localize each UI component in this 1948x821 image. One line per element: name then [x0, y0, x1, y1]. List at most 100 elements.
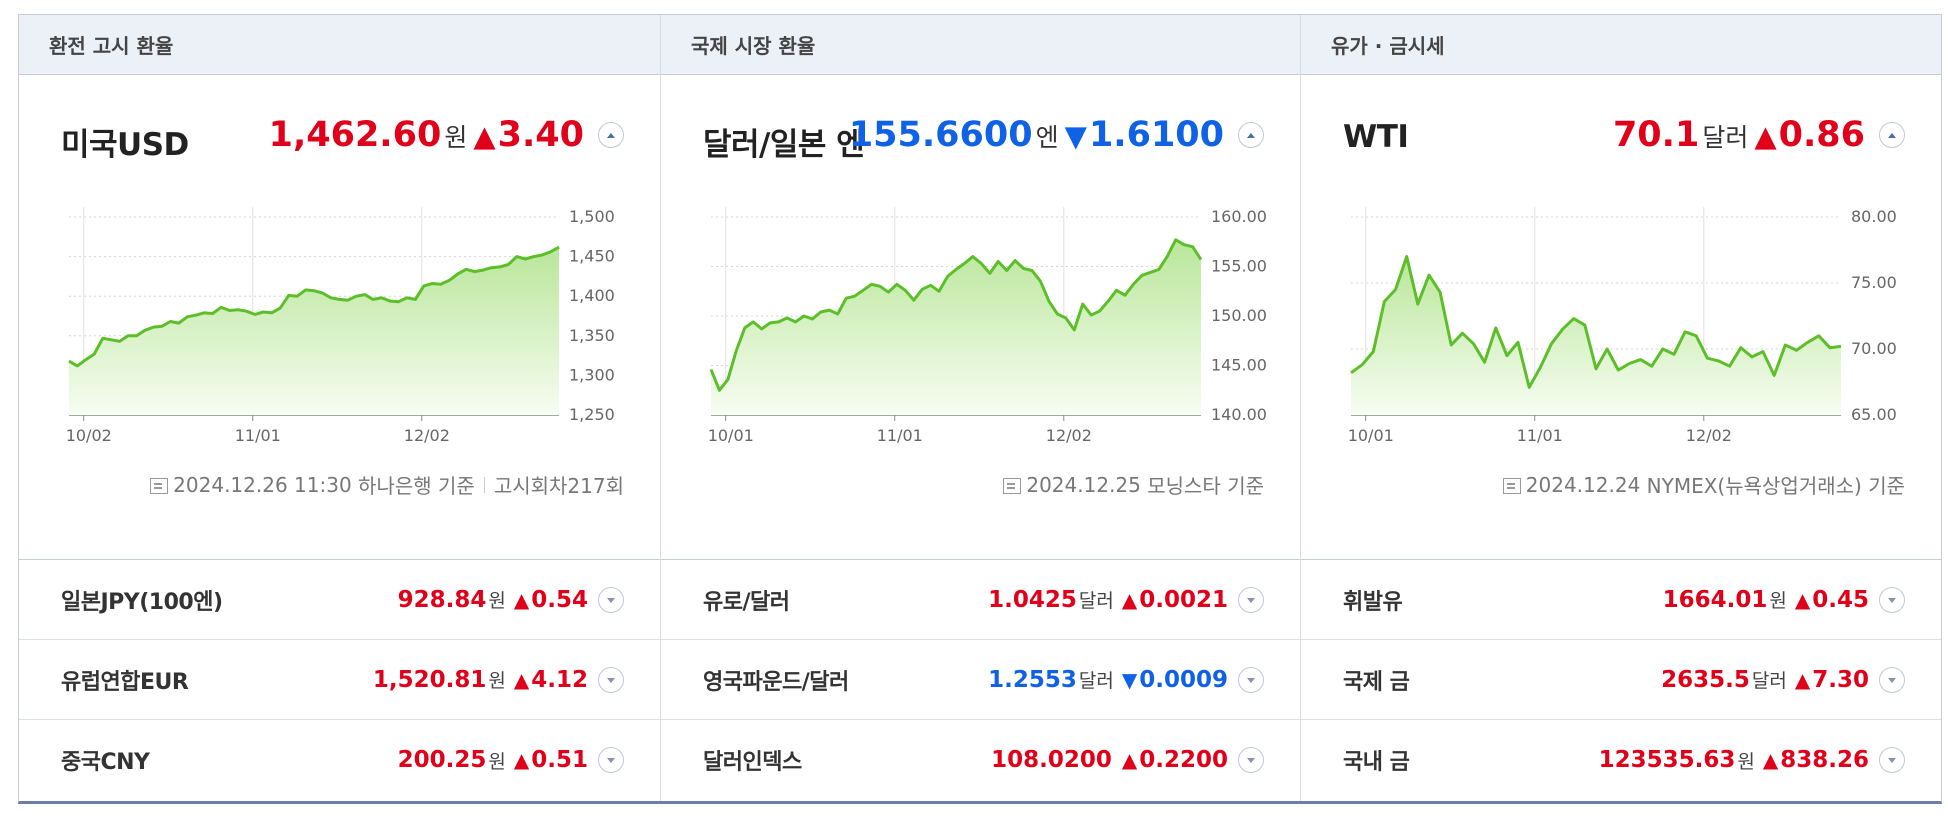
item-name: 국내 금 [1343, 750, 1410, 775]
main-quote-panel: 달러/일본 엔 155.6600 엔 ▼ 1.6100 160.00 155.00… [661, 75, 1300, 560]
main-change: 3.40 [497, 115, 584, 155]
expand-toggle-icon[interactable] [1238, 666, 1264, 693]
item-value: 123535.63 [1598, 747, 1736, 773]
y-tick-label: 160.00 [1211, 207, 1267, 226]
column-header[interactable]: 유가 · 금시세 [1301, 15, 1941, 75]
jpy-chart: 160.00 155.00 150.00 145.00 140.00 10/01 11/01… [708, 207, 1267, 445]
y-tick-label: 1,300 [569, 365, 615, 384]
item-unit: 원 [488, 590, 506, 612]
item-value: 1.0425 [988, 586, 1077, 613]
item-value: 1664.01 [1662, 586, 1768, 613]
source-date: 2024.12.25 [1026, 472, 1141, 497]
item-change: 0.51 [531, 747, 588, 773]
main-change: 1.6100 [1088, 115, 1224, 155]
item-unit: 달러 [1751, 670, 1787, 692]
up-arrow-icon: ▲ [1754, 119, 1777, 153]
series-line [1350, 255, 1842, 389]
item-value: 2635.5 [1661, 666, 1750, 693]
source-line: 2024.12.26 11:30 하나은행 기준 고시회차217회 [150, 470, 624, 499]
expand-toggle-icon[interactable] [1238, 586, 1264, 613]
list-item[interactable]: 국제 금 2635.5 달러 ▲ 7.30 [1301, 640, 1941, 720]
market-widget: 환전 고시 환율 미국USD 1,462.60 원 ▲ 3.40 1,500 1,… [18, 14, 1942, 804]
list-item[interactable]: 유로/달러 1.0425 달러 ▲ 0.0021 [661, 560, 1300, 640]
y-tick-label: 1,500 [569, 207, 615, 226]
expand-toggle-icon[interactable] [1238, 747, 1264, 773]
usd-chart: 1,500 1,450 1,400 1,350 1,300 1,250 10/02 11/01… [66, 207, 615, 445]
down-arrow-icon: ▼ [1064, 119, 1087, 153]
main-quote-panel: WTI 70.1 달러 ▲ 0.86 80.00 75.00 70.00 65.00 1… [1301, 75, 1941, 560]
main-change: 0.86 [1778, 115, 1865, 155]
list-item[interactable]: 유럽연합EUR 1,520.81 원 ▲ 4.12 [19, 640, 660, 720]
source-line: 2024.12.25 모닝스타 기준 [1003, 470, 1264, 499]
collapse-toggle-icon[interactable] [1879, 122, 1905, 148]
x-tick-label: 10/01 [708, 426, 754, 445]
collapse-toggle-icon[interactable] [598, 122, 624, 148]
expand-toggle-icon[interactable] [598, 747, 624, 773]
source-text: NYMEX(뉴욕상업거래소) 기준 [1646, 474, 1905, 498]
expand-toggle-icon[interactable] [1879, 666, 1905, 693]
item-unit: 원 [1769, 590, 1787, 612]
up-arrow-icon: ▲ [1762, 748, 1779, 772]
y-tick-label: 75.00 [1851, 273, 1897, 292]
column-header[interactable]: 환전 고시 환율 [19, 15, 660, 75]
source-date: 2024.12.26 11:30 [173, 472, 352, 497]
expand-toggle-icon[interactable] [1879, 586, 1905, 613]
item-name: 달러인덱스 [703, 750, 802, 775]
list-item[interactable]: 영국파운드/달러 1.2553 달러 ▼ 0.0009 [661, 640, 1300, 720]
sub-list: 유로/달러 1.0425 달러 ▲ 0.0021 영국파운드/달러 1.2553 달러 ▼… [661, 560, 1300, 800]
item-unit: 원 [1737, 750, 1755, 773]
expand-toggle-icon[interactable] [1879, 747, 1905, 773]
y-tick-label: 1,350 [569, 326, 615, 345]
item-value: 1.2553 [988, 666, 1077, 693]
y-tick-label: 1,450 [569, 247, 615, 266]
item-value: 108.0200 [991, 747, 1112, 773]
item-name: 영국파운드/달러 [703, 669, 849, 695]
wti-chart: 80.00 75.00 70.00 65.00 10/01 11/01 12/02 [1348, 207, 1897, 445]
main-quote: 70.1 달러 ▲ 0.86 [1613, 115, 1905, 155]
x-tick-label: 12/02 [1046, 426, 1092, 445]
item-name: 일본JPY(100엔) [61, 589, 223, 615]
source-text: 모닝스타 기준 [1147, 474, 1264, 498]
item-value: 928.84 [397, 586, 487, 613]
exchange-rate-column: 환전 고시 환율 미국USD 1,462.60 원 ▲ 3.40 1,500 1,… [19, 15, 660, 801]
main-value: 155.6600 [848, 115, 1033, 155]
x-tick-label: 10/01 [1348, 426, 1394, 445]
main-value: 1,462.60 [268, 115, 442, 155]
series-area [69, 247, 559, 415]
main-quote: 155.6600 엔 ▼ 1.6100 [849, 115, 1264, 155]
collapse-toggle-icon[interactable] [1238, 122, 1264, 148]
item-name: 중국CNY [61, 750, 150, 775]
list-item[interactable]: 국내 금 123535.63 원 ▲ 838.26 [1301, 720, 1941, 800]
list-item[interactable]: 휘발유 1664.01 원 ▲ 0.45 [1301, 560, 1941, 640]
source-extra: 고시회차217회 [493, 474, 624, 498]
x-tick-label: 11/01 [235, 426, 281, 445]
international-rate-column: 국제 시장 환율 달러/일본 엔 155.6600 엔 ▼ 1.6100 160… [660, 15, 1300, 801]
main-value: 70.1 [1612, 115, 1700, 155]
up-arrow-icon: ▲ [1121, 748, 1138, 772]
x-tick-label: 11/01 [877, 426, 923, 445]
list-item[interactable]: 일본JPY(100엔) 928.84 원 ▲ 0.54 [19, 560, 660, 640]
series-line [709, 238, 1203, 392]
y-tick-label: 1,400 [569, 286, 615, 305]
item-change: 0.0009 [1139, 666, 1228, 693]
y-tick-label: 155.00 [1211, 257, 1267, 276]
oil-gold-column: 유가 · 금시세 WTI 70.1 달러 ▲ 0.86 80.00 75.00 70… [1300, 15, 1941, 801]
main-unit: 달러 [1702, 123, 1749, 152]
expand-toggle-icon[interactable] [598, 586, 624, 613]
item-value: 1,520.81 [372, 666, 487, 693]
x-tick-label: 12/02 [1686, 426, 1732, 445]
expand-toggle-icon[interactable] [598, 666, 624, 693]
list-item[interactable]: 달러인덱스 108.0200 ▲ 0.2200 [661, 720, 1300, 800]
down-arrow-icon: ▼ [1121, 667, 1138, 692]
list-item[interactable]: 중국CNY 200.25 원 ▲ 0.51 [19, 720, 660, 800]
column-header[interactable]: 국제 시장 환율 [661, 15, 1300, 75]
item-name: 국제 금 [1343, 669, 1410, 695]
main-unit: 엔 [1035, 123, 1059, 152]
sub-list: 일본JPY(100엔) 928.84 원 ▲ 0.54 유럽연합EUR 1,520.8… [19, 560, 660, 800]
item-name: 유로/달러 [703, 589, 790, 615]
item-value: 200.25 [397, 747, 487, 773]
item-change: 838.26 [1780, 747, 1869, 773]
item-unit: 달러 [1078, 670, 1114, 692]
up-arrow-icon: ▲ [1794, 587, 1811, 612]
up-arrow-icon: ▲ [473, 119, 496, 153]
